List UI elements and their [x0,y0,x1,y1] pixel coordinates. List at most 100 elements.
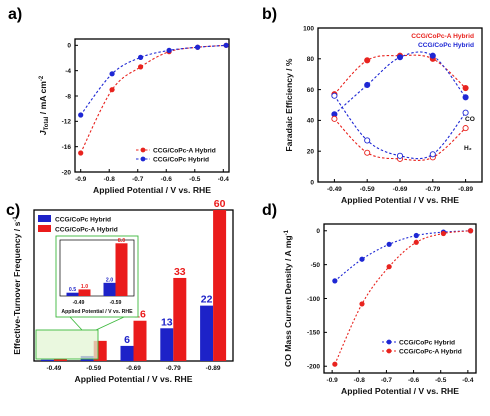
bar [200,305,214,361]
legend-marker [386,348,392,354]
bar [40,359,54,361]
panel-b-label: b) [262,6,277,23]
series-line [334,230,471,282]
y-tick-label: 80 [307,56,315,63]
legend-swatch [38,215,51,222]
data-point [462,94,469,101]
inset-bar [103,282,116,296]
x-tick-label: -0.49 [46,365,61,372]
data-point [440,230,447,237]
panel-c-label: c) [6,202,20,219]
y-tick-label: -100 [307,296,320,303]
panel-d-label: d) [262,202,277,219]
data-point [331,115,338,122]
legend-entry: CCG/CoPc Hybrid [418,42,474,49]
data-point [364,137,371,144]
data-label: 22 [201,294,213,306]
x-tick-label: -0.8 [354,377,366,384]
x-axis-label: Applied Potential / V vs. RHE [341,195,459,205]
y-axis-label: Effective-Turnover Frequency / s-1 [12,216,22,355]
data-point [429,52,436,59]
data-label: 33 [174,266,186,278]
x-tick-label: -0.69 [393,186,408,193]
panel-a-plot-frame [74,38,230,173]
x-tick-label: -0.89 [206,365,221,372]
series-line [334,230,471,365]
inset-data-label: 0.5 [69,287,76,293]
x-tick-label: -0.69 [126,365,141,372]
y-tick-label: -50 [311,262,321,269]
data-point [137,64,144,70]
data-point [364,57,371,64]
series-line [80,44,227,116]
legend-marker [140,147,146,153]
x-tick-label: -0.4 [462,377,474,384]
data-point [359,256,365,262]
data-point [429,151,436,158]
y-axis-label: CO Mass Current Density / A mg-1 [283,229,293,367]
inset-plot-frame [59,239,135,297]
series-line [334,51,467,115]
legend-entry: CCG/CoPc-A Hybrid [55,226,118,233]
legend-entry: CCG/CoPc Hybrid [399,339,455,346]
data-point [467,228,474,234]
bar [120,345,134,361]
x-tick-label: -0.6 [408,377,420,384]
y-tick-label: 40 [307,118,315,125]
legend-entry: CCG/CoPc-A Hybrid [153,147,216,154]
legend-entry: CCG/CoPc Hybrid [55,216,111,223]
data-point [331,92,338,99]
inset-x-axis-label: Applied Potential / V vs. RHE [61,309,133,315]
x-tick-label: -0.9 [327,377,339,384]
x-tick-label: -0.5 [189,176,201,183]
x-axis-label: Applied Potential / V vs. RHE [93,185,211,195]
data-point [364,81,371,89]
data-point [359,301,365,307]
data-point [109,87,115,93]
data-point [396,152,404,159]
x-tick-label: -0.8 [104,176,116,183]
data-point [413,232,419,239]
y-tick-label: 20 [307,149,315,156]
series-line [333,95,467,160]
legend-marker [386,339,392,345]
panel-a: a) -0.9 -0.8 -0.7 -0.6 -0.5 -0.4 0 -4 -8 -12 -16 -20… [8,6,230,195]
bar [160,328,174,361]
data-point [386,264,392,270]
panel-c: c) -0.49 -0.59 -0.69 6 16 -0.79 13 33 -0.89 22 60 Ap… [6,198,234,384]
data-point [78,112,84,118]
x-tick-label: -0.89 [458,186,473,193]
panel-a-label: a) [8,6,22,23]
y-tick-label: 0 [67,43,71,50]
x-tick-label: -0.7 [132,176,144,183]
y-axis-label: JTotal / mA cm-2 [38,75,50,135]
inset-callout-line [69,316,83,331]
x-tick-label: -0.7 [381,377,393,384]
x-tick-label: -0.6 [161,176,173,183]
y-tick-label: -20 [62,169,72,176]
data-label: 60 [214,198,226,210]
bar [213,210,227,361]
legend-entry: CCG/CoPc-A Hybrid [411,33,474,40]
series-line [334,54,466,95]
x-tick-label: -0.4 [218,176,230,183]
data-point [109,71,115,77]
data-point [78,150,84,156]
data-point [462,109,469,116]
inset-x-tick-label: -0.49 [73,300,85,306]
annotation-co: CO [465,116,475,123]
y-tick-label: -12 [62,119,72,126]
y-tick-label: -4 [65,68,71,75]
data-label: 6 [124,334,130,346]
legend-swatch [38,225,51,232]
panel-b: b) -0.49 -0.59 -0.69 -0.79 -0.89 0 20 40 60 80 100 A… [262,6,483,205]
y-tick-label: 100 [303,25,314,32]
legend-entry: CCG/CoPc Hybrid [153,156,209,163]
x-tick-label: -0.79 [425,186,440,193]
annotation-h2: H₂ [464,145,472,152]
y-tick-label: 60 [307,87,315,94]
x-axis-label: Applied Potential / V vs. RHE [341,386,459,396]
series-line [80,44,227,154]
y-tick-label: -8 [65,93,71,100]
inset-data-label: 2.0 [106,277,113,283]
